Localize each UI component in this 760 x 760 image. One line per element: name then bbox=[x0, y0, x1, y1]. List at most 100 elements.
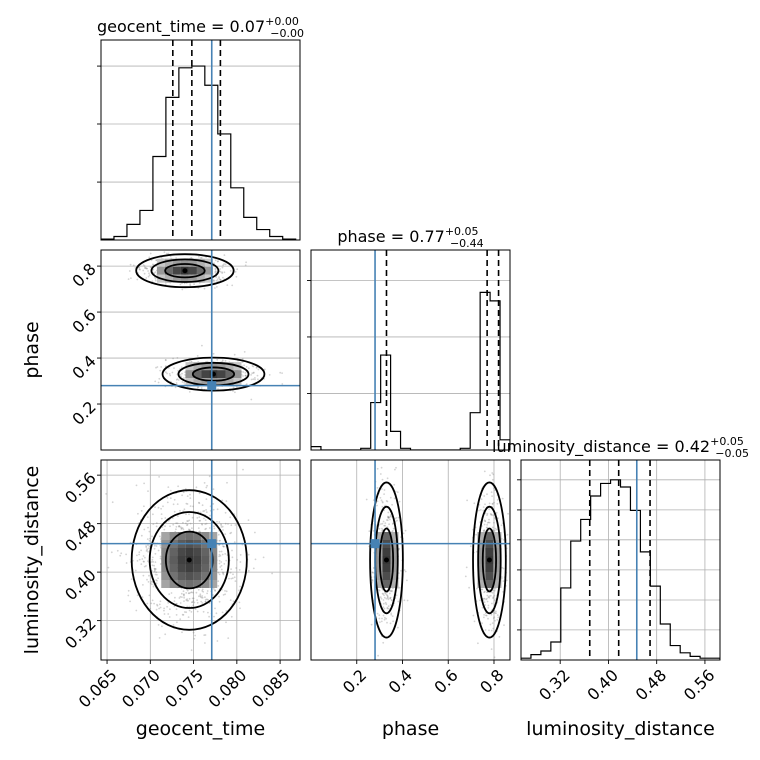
sample-point bbox=[181, 596, 183, 598]
sample-point bbox=[492, 596, 495, 599]
sample-point bbox=[251, 365, 254, 367]
sample-point bbox=[385, 519, 388, 521]
sample-point bbox=[179, 595, 182, 598]
sample-point bbox=[229, 516, 232, 519]
sample-point bbox=[154, 380, 157, 383]
sample-point bbox=[491, 503, 494, 505]
sample-point bbox=[223, 563, 226, 565]
sample-point bbox=[218, 559, 221, 562]
sample-point bbox=[212, 279, 215, 282]
sample-point bbox=[511, 565, 513, 567]
sample-point bbox=[381, 617, 383, 620]
sample-point bbox=[216, 508, 219, 511]
sample-point bbox=[187, 599, 190, 602]
sample-point bbox=[143, 272, 146, 275]
density-cell bbox=[201, 556, 210, 564]
sample-point bbox=[495, 528, 498, 531]
sample-point bbox=[507, 512, 509, 515]
sample-point bbox=[205, 511, 208, 513]
sample-point bbox=[466, 499, 468, 502]
sample-point bbox=[194, 634, 197, 637]
sample-point bbox=[371, 578, 374, 581]
sample-point bbox=[232, 386, 235, 389]
density-cell bbox=[374, 564, 383, 572]
hist-bin bbox=[670, 646, 680, 660]
sample-point bbox=[174, 596, 176, 599]
sample-point bbox=[120, 552, 123, 555]
sample-point bbox=[492, 473, 495, 476]
sample-point bbox=[388, 592, 391, 595]
sample-point bbox=[151, 599, 154, 602]
density-cell bbox=[217, 370, 226, 379]
sample-point bbox=[481, 606, 484, 609]
sample-point bbox=[168, 367, 170, 369]
sample-point bbox=[385, 617, 388, 620]
sample-point bbox=[387, 511, 390, 514]
sample-point bbox=[376, 612, 379, 615]
sample-point bbox=[380, 523, 382, 525]
sample-point bbox=[182, 590, 185, 593]
sample-point bbox=[493, 521, 495, 524]
sample-point bbox=[214, 271, 217, 273]
sample-point bbox=[238, 589, 240, 592]
hist-bin bbox=[640, 552, 650, 660]
sample-point bbox=[492, 617, 495, 620]
sample-point bbox=[172, 523, 175, 526]
sample-point bbox=[472, 614, 475, 617]
sample-point bbox=[198, 519, 201, 522]
sample-point bbox=[147, 550, 149, 553]
sample-point bbox=[185, 599, 188, 601]
sample-point bbox=[189, 493, 191, 496]
x-tick-label: 0.4 bbox=[385, 666, 416, 697]
sample-point bbox=[222, 264, 225, 267]
sample-point bbox=[155, 571, 158, 574]
sample-point bbox=[223, 545, 225, 548]
sample-point bbox=[147, 526, 149, 529]
sample-point bbox=[199, 594, 202, 597]
sample-point bbox=[387, 515, 389, 518]
sample-point bbox=[238, 569, 241, 571]
sample-point bbox=[226, 481, 228, 484]
sample-point bbox=[160, 517, 163, 520]
x-axis-label: phase bbox=[382, 718, 439, 740]
sample-point bbox=[486, 512, 489, 515]
density-cell bbox=[477, 580, 486, 588]
sample-point bbox=[155, 525, 158, 528]
sample-point bbox=[169, 489, 172, 492]
sample-point bbox=[181, 631, 183, 634]
density-cell bbox=[225, 378, 234, 387]
sample-point bbox=[179, 374, 182, 376]
density-cell bbox=[201, 532, 210, 540]
sample-point bbox=[486, 600, 489, 603]
sample-point bbox=[494, 587, 497, 590]
sample-point bbox=[378, 527, 381, 530]
sample-point bbox=[256, 366, 258, 369]
sample-point bbox=[224, 263, 227, 266]
sample-point bbox=[141, 596, 144, 598]
sample-point bbox=[217, 571, 220, 574]
sample-point bbox=[387, 605, 390, 608]
sample-point bbox=[138, 553, 141, 556]
sample-point bbox=[156, 603, 158, 606]
hist-bin bbox=[571, 541, 581, 660]
sample-point bbox=[154, 568, 156, 571]
sample-point bbox=[244, 372, 247, 374]
density-cell bbox=[177, 580, 186, 588]
density-cell bbox=[390, 548, 399, 556]
sample-point bbox=[406, 579, 408, 582]
sample-point bbox=[220, 526, 223, 528]
scatter-plot-area bbox=[101, 250, 300, 450]
truth-marker bbox=[370, 539, 380, 549]
sample-point bbox=[148, 574, 150, 577]
density-cell bbox=[382, 564, 391, 572]
sample-point bbox=[464, 575, 467, 578]
sample-point bbox=[212, 508, 215, 511]
sample-point bbox=[188, 605, 191, 608]
sample-point bbox=[231, 577, 234, 580]
sample-point bbox=[142, 555, 145, 557]
sample-point bbox=[469, 545, 472, 548]
sample-point bbox=[239, 607, 241, 610]
truth-marker bbox=[207, 539, 217, 549]
sample-point bbox=[234, 270, 237, 273]
sample-point bbox=[214, 589, 216, 592]
